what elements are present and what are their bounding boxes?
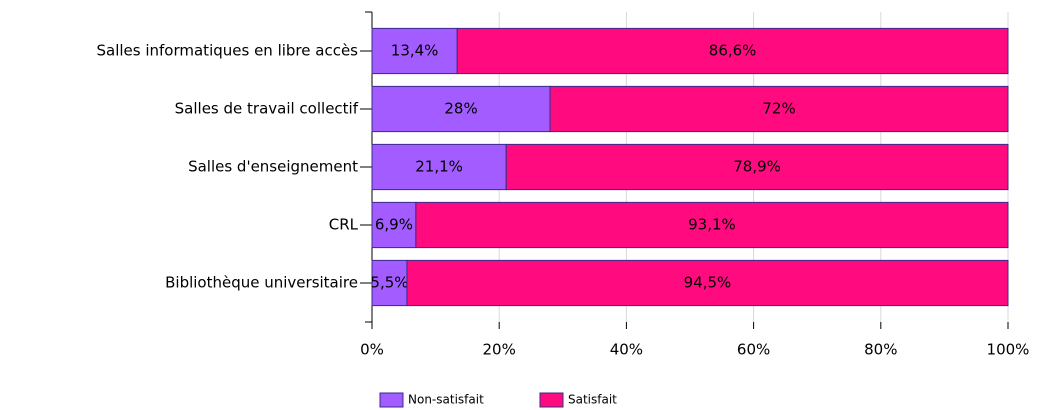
y-tick-label: CRL xyxy=(329,216,359,234)
x-tick-label: 40% xyxy=(610,341,643,359)
value-label: 6,9% xyxy=(375,216,413,234)
y-tick-label: Bibliothèque universitaire xyxy=(165,274,358,292)
x-tick-label: 20% xyxy=(483,341,516,359)
bar-segment xyxy=(371,27,458,75)
value-label: 78,9% xyxy=(733,158,781,176)
x-tick-label: 0% xyxy=(360,341,384,359)
legend-label: Non-satisfait xyxy=(408,393,484,407)
x-tick-label: 100% xyxy=(987,341,1030,359)
legend-label: Satisfait xyxy=(568,393,617,407)
bar-segment xyxy=(456,27,1009,75)
legend-swatch xyxy=(379,392,404,408)
legend-swatch xyxy=(539,392,564,408)
value-label: 94,5% xyxy=(684,274,732,292)
value-label: 5,5% xyxy=(370,274,408,292)
value-label: 28% xyxy=(444,100,477,118)
bar-segment xyxy=(415,201,1009,249)
y-tick-label: Salles d'enseignement xyxy=(188,158,358,176)
x-tick-label: 80% xyxy=(864,341,897,359)
bar-segment xyxy=(406,259,1009,307)
bar-segment xyxy=(505,143,1009,191)
x-tick-label: 60% xyxy=(737,341,770,359)
value-label: 72% xyxy=(762,100,795,118)
bar-segment xyxy=(371,85,551,133)
y-tick-label: Salles de travail collectif xyxy=(175,100,359,118)
bar-segment xyxy=(549,85,1009,133)
value-label: 86,6% xyxy=(709,42,757,60)
value-label: 21,1% xyxy=(415,158,463,176)
value-label: 93,1% xyxy=(688,216,736,234)
bar-segment xyxy=(371,201,417,249)
y-tick-label: Salles informatiques en libre accès xyxy=(96,42,358,60)
value-label: 13,4% xyxy=(391,42,439,60)
